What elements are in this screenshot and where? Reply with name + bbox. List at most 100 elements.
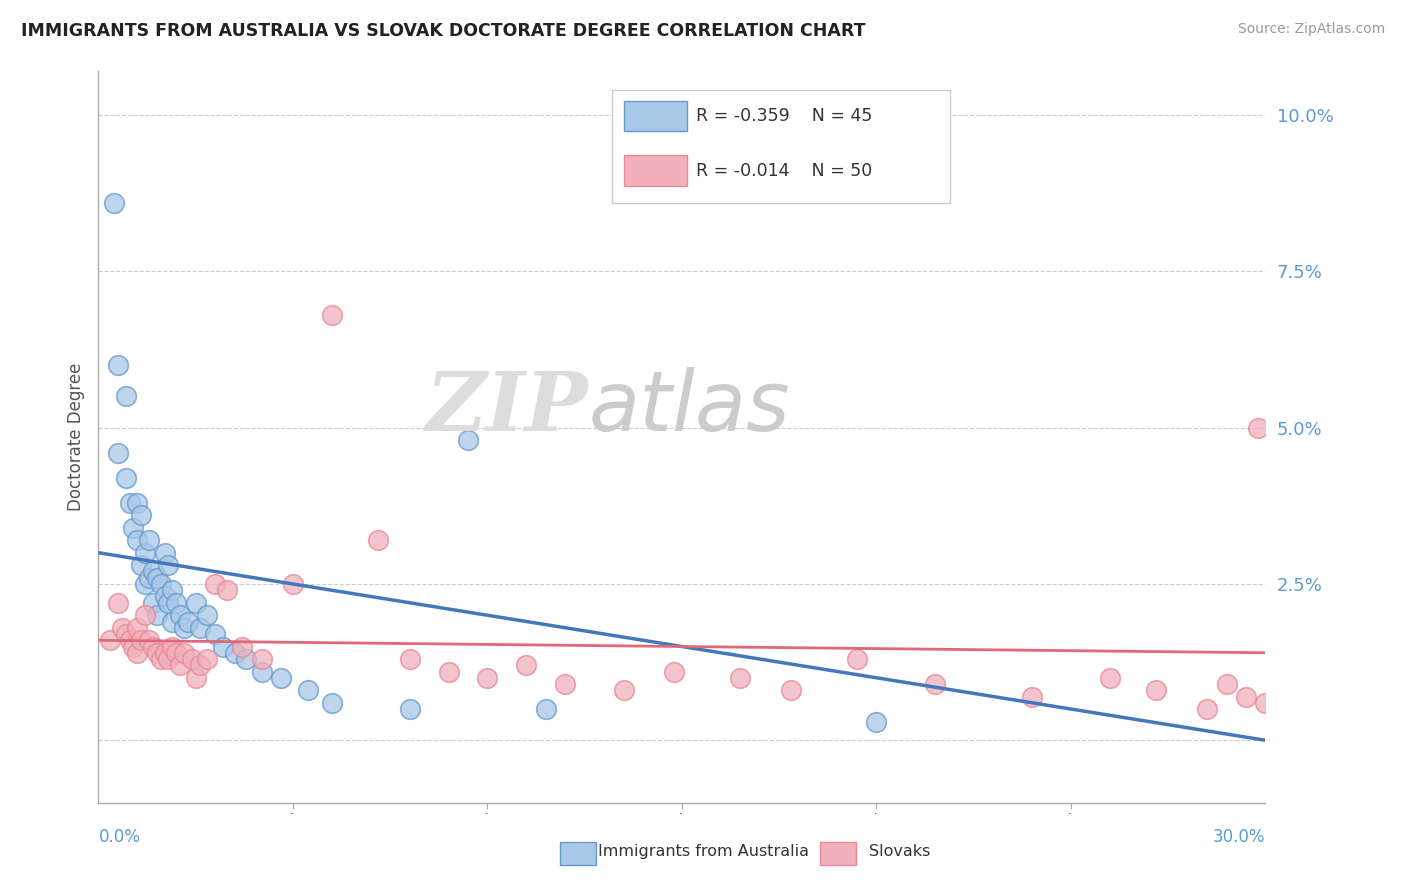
Point: [142, 565, 165, 579]
Point: [204, 627, 226, 641]
Point: [250, 665, 273, 679]
Text: Immigrants from Australia: Immigrants from Australia: [598, 845, 808, 859]
Point: [134, 546, 156, 560]
Point: [188, 621, 211, 635]
Point: [195, 652, 218, 666]
Point: [321, 696, 343, 710]
Point: [169, 608, 191, 623]
Point: [157, 652, 180, 666]
Point: [162, 615, 184, 629]
Point: [118, 496, 141, 510]
Point: [212, 640, 235, 654]
Point: [457, 434, 479, 448]
Point: [1146, 683, 1168, 698]
Point: [134, 608, 156, 623]
Point: [107, 358, 129, 372]
Point: [142, 640, 165, 654]
Point: [114, 471, 136, 485]
Point: [122, 640, 145, 654]
Point: [1246, 420, 1268, 434]
Point: [169, 658, 191, 673]
Point: [153, 590, 176, 604]
Text: 30.0%: 30.0%: [1213, 828, 1265, 846]
Point: [129, 508, 152, 523]
Point: [138, 533, 160, 548]
Point: [398, 702, 420, 716]
Point: [165, 596, 187, 610]
Point: [779, 683, 801, 698]
Text: atlas: atlas: [589, 368, 790, 449]
Point: [662, 665, 685, 679]
Point: [184, 596, 207, 610]
Point: [157, 558, 180, 573]
Point: [162, 640, 184, 654]
Point: [250, 652, 273, 666]
Point: [129, 558, 152, 573]
Point: [114, 627, 136, 641]
Point: [180, 652, 202, 666]
Point: [98, 633, 121, 648]
Point: [297, 683, 319, 698]
Point: [924, 677, 946, 691]
Point: [235, 652, 257, 666]
Point: [231, 640, 253, 654]
Point: [367, 533, 389, 548]
Point: [138, 633, 160, 648]
Point: [270, 671, 292, 685]
Point: [477, 671, 499, 685]
Point: [398, 652, 420, 666]
FancyBboxPatch shape: [624, 101, 686, 131]
Point: [111, 621, 134, 635]
Point: [1254, 696, 1277, 710]
Point: [846, 652, 869, 666]
Point: [195, 608, 218, 623]
Point: [142, 596, 165, 610]
Point: [127, 621, 149, 635]
Point: [613, 683, 636, 698]
Point: [173, 621, 195, 635]
Point: [114, 389, 136, 403]
Point: [554, 677, 576, 691]
Point: [515, 658, 537, 673]
Point: [321, 308, 343, 322]
Point: [865, 714, 887, 729]
Point: [177, 615, 200, 629]
Point: [146, 646, 169, 660]
Text: 0.0%: 0.0%: [98, 828, 141, 846]
Point: [1098, 671, 1121, 685]
Point: [127, 496, 149, 510]
Text: Source: ZipAtlas.com: Source: ZipAtlas.com: [1237, 22, 1385, 37]
Point: [1021, 690, 1043, 704]
Text: R = -0.014    N = 50: R = -0.014 N = 50: [696, 161, 872, 180]
Text: IMMIGRANTS FROM AUSTRALIA VS SLOVAK DOCTORATE DEGREE CORRELATION CHART: IMMIGRANTS FROM AUSTRALIA VS SLOVAK DOCT…: [21, 22, 866, 40]
Point: [149, 577, 172, 591]
Point: [162, 583, 184, 598]
Point: [153, 646, 176, 660]
Point: [118, 633, 141, 648]
Point: [138, 571, 160, 585]
Point: [153, 546, 176, 560]
Point: [534, 702, 557, 716]
Text: ZIP: ZIP: [426, 368, 589, 448]
Point: [107, 446, 129, 460]
Text: Slovaks: Slovaks: [869, 845, 931, 859]
Point: [107, 596, 129, 610]
Y-axis label: Doctorate Degree: Doctorate Degree: [66, 363, 84, 511]
FancyBboxPatch shape: [612, 90, 950, 203]
Point: [157, 596, 180, 610]
Point: [188, 658, 211, 673]
Point: [730, 671, 752, 685]
Point: [146, 608, 169, 623]
Point: [173, 646, 195, 660]
Point: [127, 533, 149, 548]
Point: [129, 633, 152, 648]
Text: R = -0.359    N = 45: R = -0.359 N = 45: [696, 107, 872, 125]
Point: [134, 577, 156, 591]
Point: [1234, 690, 1257, 704]
Point: [122, 521, 145, 535]
Point: [437, 665, 460, 679]
Point: [224, 646, 246, 660]
Point: [184, 671, 207, 685]
Point: [1215, 677, 1237, 691]
Point: [215, 583, 238, 598]
